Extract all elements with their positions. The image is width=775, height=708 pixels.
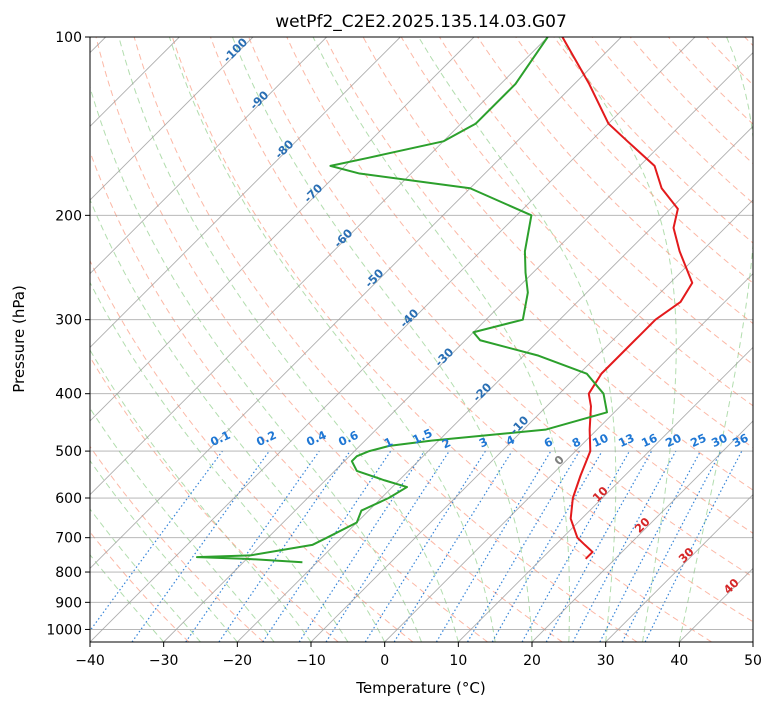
moist-adiabat-line [90, 198, 386, 642]
dry-adiabat-line [90, 259, 414, 642]
plot-background [90, 37, 753, 642]
x-tick-label: −30 [149, 653, 179, 669]
y-tick-label: 400 [55, 387, 82, 403]
mixing-ratio-label: 30 [709, 431, 729, 450]
x-tick-label: −10 [296, 653, 326, 669]
dry-adiabat-line [210, 37, 753, 623]
dewpoint-profile-line [195, 37, 608, 564]
isotherm-line [237, 125, 753, 642]
isotherm-line [90, 37, 401, 348]
mixing-ratio-line [131, 450, 270, 642]
moist-adiabat-line [168, 37, 496, 642]
chart-title: wetPf2_C2E2.2025.135.14.03.G07 [275, 12, 567, 32]
isotherm-line [90, 37, 327, 275]
mixing-ratio-line [466, 450, 580, 642]
mixing-ratio-line [393, 450, 513, 642]
moist-adiabat-line [558, 37, 677, 642]
mixing-ratio-label: 10 [590, 431, 610, 450]
y-tick-label: 700 [55, 531, 82, 547]
mixing-ratio-line [491, 450, 603, 642]
temperature-profile-line [561, 37, 694, 560]
x-tick-label: 0 [380, 653, 389, 669]
dry-adiabat-line [95, 37, 563, 642]
isotherm-line [531, 420, 753, 642]
y-axis: 100 200 300 400 500 600 700 800 900 1000 [46, 30, 90, 638]
isotherm-line [90, 37, 696, 642]
x-axis: −40 −30 −20 −10 0 10 20 30 40 50 [75, 642, 762, 669]
moist-adiabat-line [90, 349, 312, 642]
mixing-ratio-line [90, 450, 223, 632]
moist-adiabat-line [678, 37, 753, 642]
x-tick-label: 50 [744, 653, 762, 669]
x-tick-label: 30 [597, 653, 615, 669]
x-tick-label: 20 [523, 653, 541, 669]
dry-adiabat-line [133, 37, 638, 642]
mixing-ratio-line [185, 450, 320, 642]
y-tick-label: 300 [55, 313, 82, 329]
y-tick-label: 800 [55, 565, 82, 581]
isotherm-line [90, 37, 475, 422]
isotherm-line [163, 52, 753, 642]
x-tick-label: 10 [449, 653, 467, 669]
isotherm-line [605, 494, 753, 642]
dry-adiabat-line [591, 37, 753, 204]
isotherm-line [90, 37, 254, 201]
pressure-gridlines [90, 37, 753, 630]
y-tick-label: 900 [55, 595, 82, 611]
sounding-profiles [195, 37, 694, 564]
y-axis-title: Pressure (hPa) [10, 285, 28, 393]
mixing-ratio-label: 36 [730, 431, 750, 450]
dry-adiabat-line [400, 37, 753, 407]
dry-adiabat-line [629, 37, 753, 165]
mixing-ratio-lines [90, 450, 743, 642]
isotherm-line [90, 37, 548, 496]
y-tick-label: 1000 [46, 622, 82, 638]
mixing-ratio-label: 16 [639, 431, 659, 450]
moist-adiabat-line [90, 508, 201, 642]
isotherm-line [90, 37, 622, 569]
moist-adiabat-line [418, 37, 617, 642]
plot-area [90, 37, 753, 642]
isotherm-line [752, 641, 753, 642]
moist-adiabat-line [90, 85, 422, 642]
isotherm-line [458, 346, 753, 642]
isotherm-line [384, 273, 753, 642]
x-tick-label: 40 [670, 653, 688, 669]
mixing-ratio-line [325, 450, 450, 642]
mixing-ratio-line [521, 450, 631, 642]
y-tick-label: 600 [55, 491, 82, 507]
dry-adiabat-line [90, 445, 264, 642]
y-tick-label: 200 [55, 208, 82, 224]
dry-adiabat-line [324, 37, 753, 491]
moist-adiabat-line [90, 459, 238, 642]
x-tick-label: −20 [223, 653, 253, 669]
mixing-ratio-line [364, 450, 486, 642]
mixing-ratio-line [572, 450, 677, 642]
y-tick-label: 100 [55, 30, 82, 46]
mixing-ratio-label: 25 [688, 431, 708, 450]
skewed-isotherms [90, 37, 753, 642]
mixing-ratio-line [218, 450, 351, 642]
moist-adiabat-line [231, 37, 533, 642]
isotherm-line [310, 199, 753, 642]
x-axis-title: Temperature (°C) [355, 679, 485, 697]
x-tick-label: −40 [75, 653, 105, 669]
plot-frame [89, 36, 754, 643]
mixing-ratio-label: 20 [663, 431, 683, 450]
mixing-ratio-line [435, 450, 552, 642]
dry-adiabat-line [477, 37, 753, 325]
y-tick-label: 500 [55, 444, 82, 460]
dry-adiabat-line [171, 37, 712, 642]
mixing-ratio-label: 13 [616, 431, 636, 450]
dry-adiabat-line [248, 37, 753, 578]
dry-adiabat-line [515, 37, 753, 284]
